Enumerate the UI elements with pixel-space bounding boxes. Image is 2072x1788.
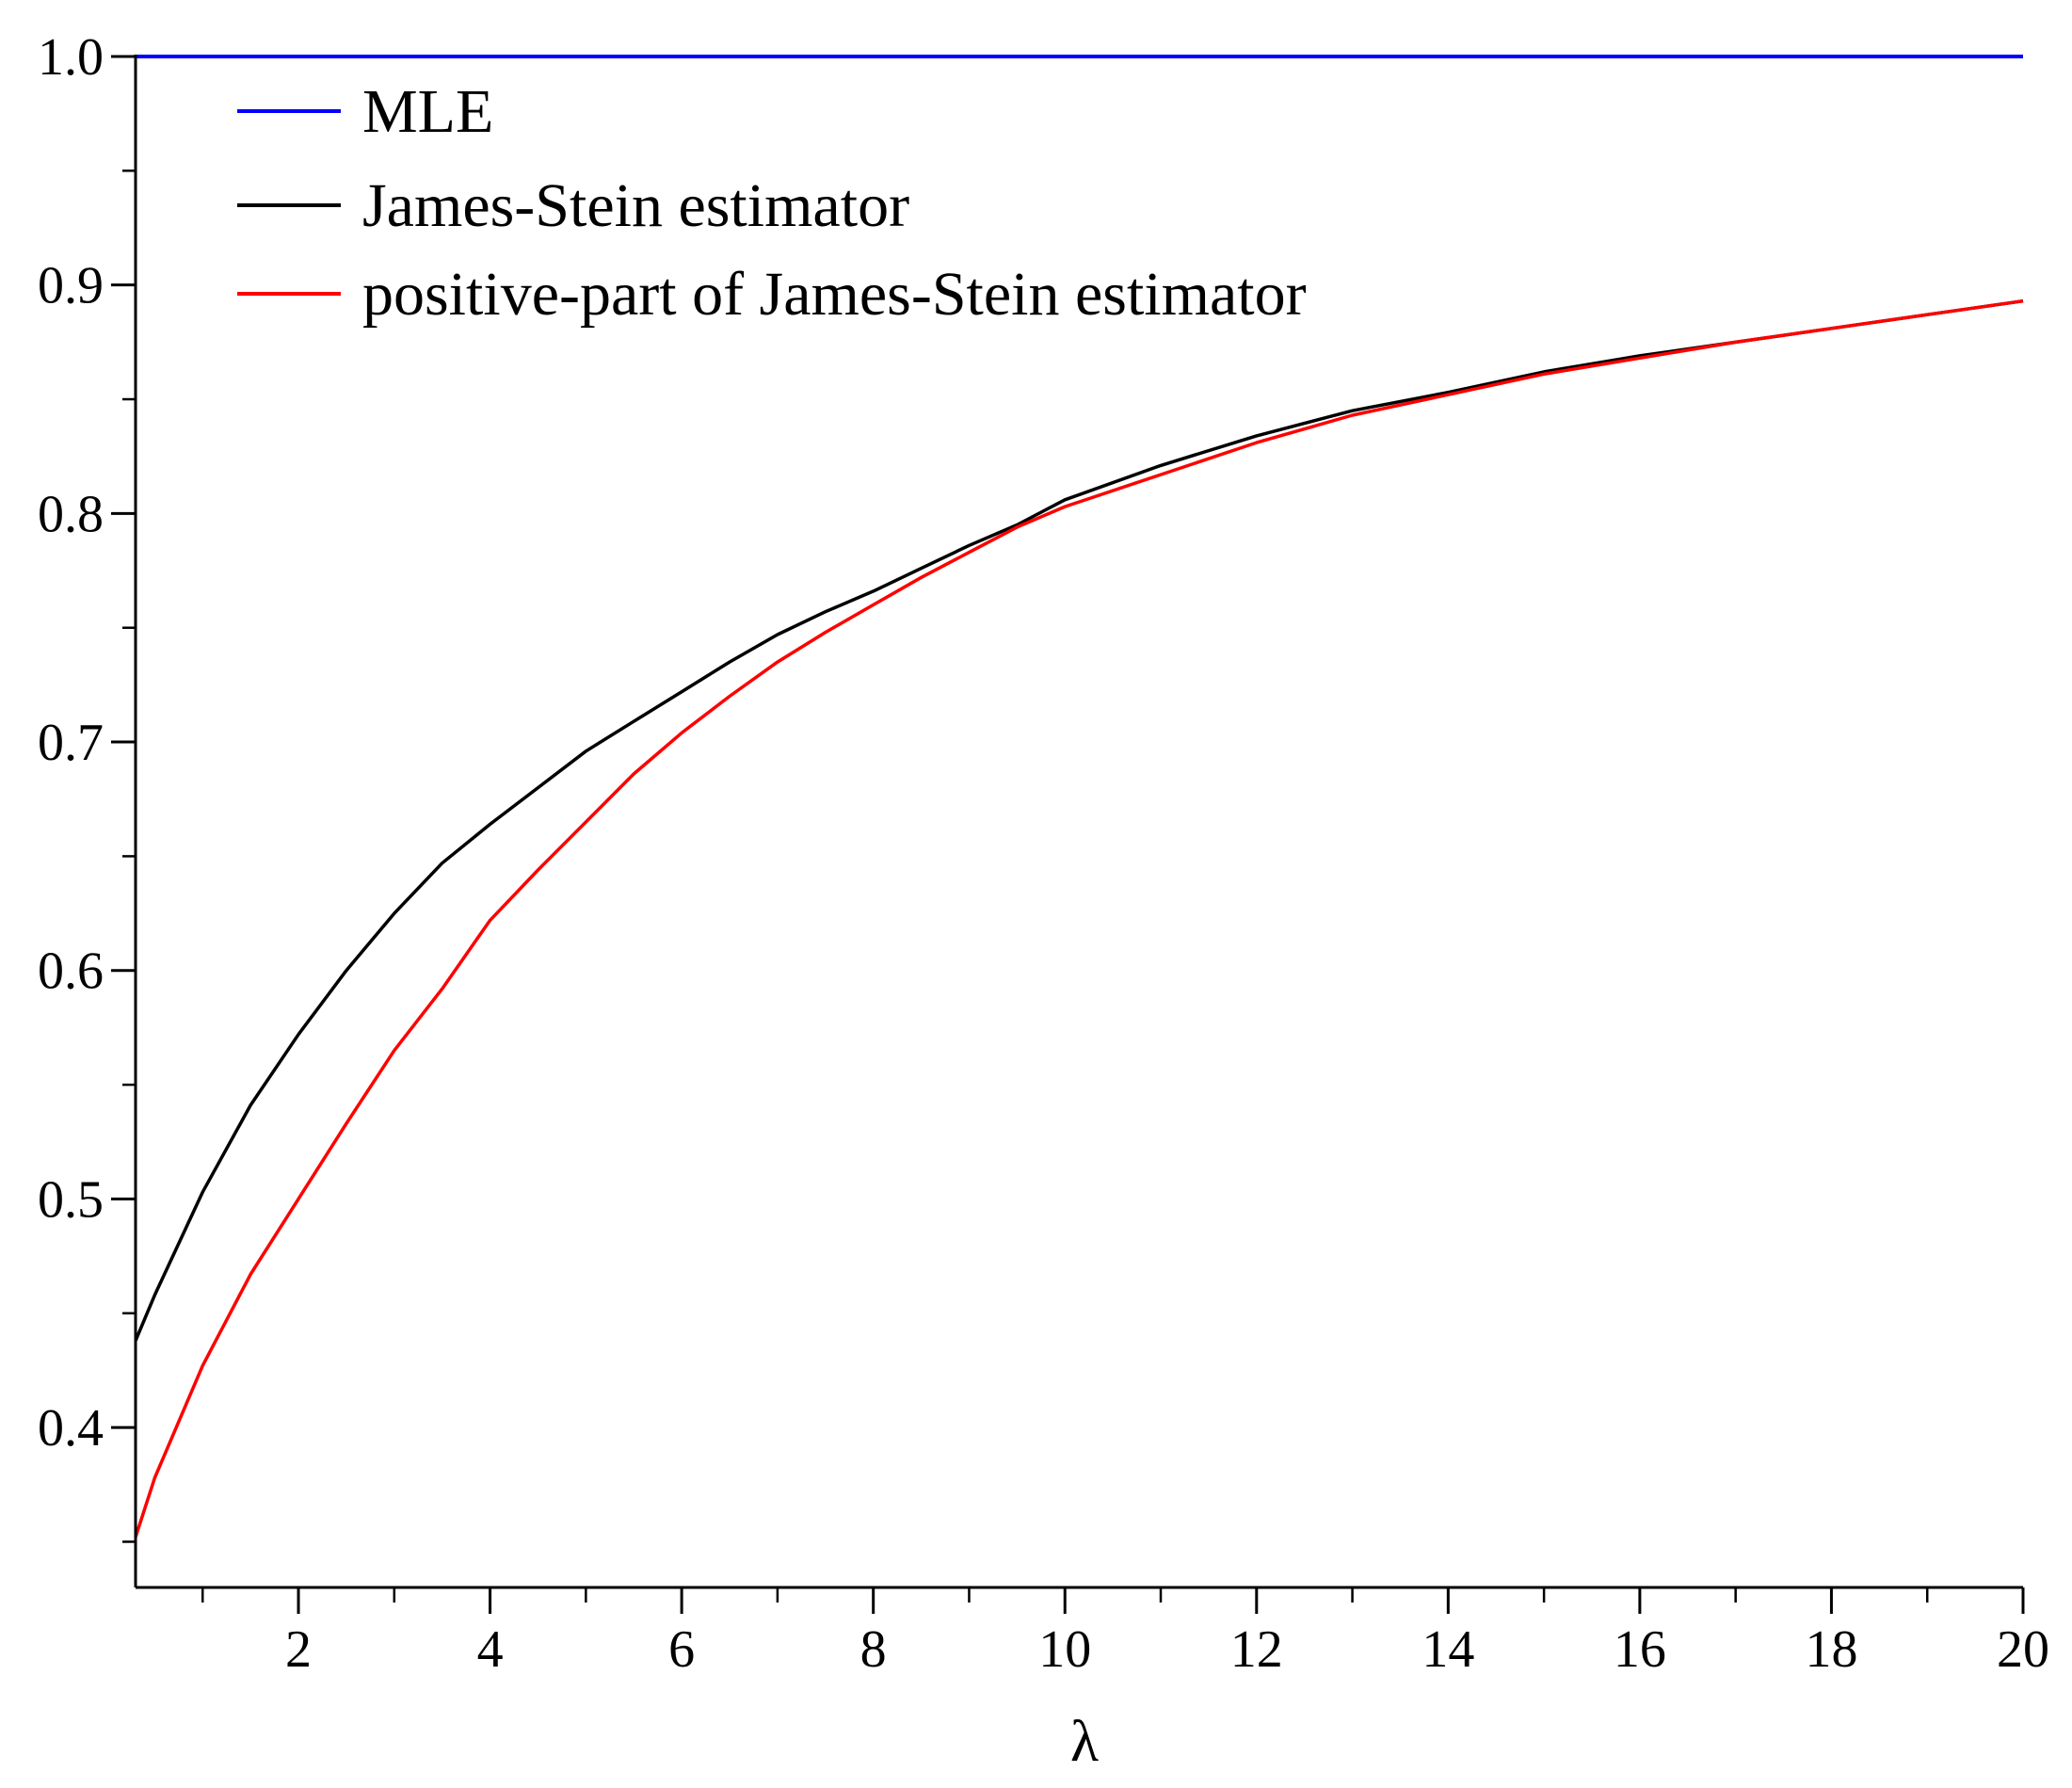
legend-label-2: positive-part of James-Stein estimator: [362, 260, 1307, 329]
legend-label-1: James-Stein estimator: [362, 171, 909, 240]
legend-label-0: MLE: [362, 77, 493, 146]
axes-layer: 2 4 6 8 10 12 14 16 18 20 0.4 0.5 0.6 0.7 0.8 0.9 1.0: [38, 28, 2049, 1679]
series-line-1: [134, 298, 2024, 1342]
x-tick-label: 2: [285, 1620, 312, 1679]
x-tick-label: 16: [1614, 1620, 1666, 1679]
series-layer: [134, 55, 2024, 1538]
y-tick-label: 0.6: [38, 942, 104, 1001]
legend: MLE James-Stein estimator positive-part of…: [237, 77, 1307, 329]
y-tick-label: 1.0: [38, 28, 104, 87]
y-tick-label: 0.8: [38, 485, 104, 543]
x-tick-label: 4: [477, 1620, 504, 1679]
y-tick-label: 0.5: [38, 1170, 104, 1229]
x-tick-label: 18: [1805, 1620, 1857, 1679]
y-tick-label: 0.9: [38, 257, 104, 315]
x-tick-label: 8: [860, 1620, 887, 1679]
y-tick-label: 0.7: [38, 714, 104, 772]
x-tick-label: 20: [1997, 1620, 2049, 1679]
y-tick-label: 0.4: [38, 1399, 104, 1458]
x-tick-label: 14: [1421, 1620, 1474, 1679]
x-tick-label: 6: [668, 1620, 695, 1679]
x-tick-label: 10: [1038, 1620, 1091, 1679]
x-tick-label: 12: [1230, 1620, 1283, 1679]
series-line-2: [134, 298, 2024, 1538]
x-axis-title: λ: [1070, 1710, 1099, 1774]
